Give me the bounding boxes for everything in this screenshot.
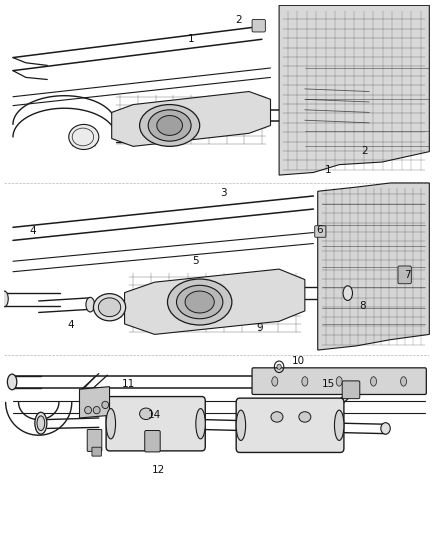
Ellipse shape: [335, 410, 344, 440]
Text: 1: 1: [188, 34, 194, 44]
Polygon shape: [318, 183, 429, 350]
Ellipse shape: [157, 116, 183, 135]
FancyBboxPatch shape: [315, 226, 326, 237]
Ellipse shape: [102, 401, 109, 409]
Ellipse shape: [85, 407, 92, 414]
Ellipse shape: [35, 412, 47, 434]
Ellipse shape: [336, 377, 342, 386]
Ellipse shape: [167, 279, 232, 325]
Ellipse shape: [177, 285, 223, 319]
Ellipse shape: [371, 377, 377, 386]
Text: 4: 4: [67, 320, 74, 330]
Ellipse shape: [93, 407, 100, 414]
Text: 15: 15: [322, 379, 335, 389]
Text: 5: 5: [192, 256, 199, 266]
Text: 9: 9: [257, 323, 263, 333]
Text: 11: 11: [122, 379, 135, 389]
Ellipse shape: [86, 297, 95, 312]
Ellipse shape: [277, 364, 281, 369]
Ellipse shape: [236, 410, 246, 440]
Ellipse shape: [272, 377, 278, 386]
Ellipse shape: [99, 298, 121, 317]
Ellipse shape: [196, 409, 205, 439]
Ellipse shape: [69, 124, 99, 149]
Text: 3: 3: [220, 188, 226, 198]
FancyBboxPatch shape: [252, 19, 265, 32]
FancyBboxPatch shape: [87, 430, 102, 451]
Text: 4: 4: [29, 226, 35, 236]
Ellipse shape: [93, 294, 126, 321]
Ellipse shape: [271, 411, 283, 422]
Ellipse shape: [381, 423, 390, 434]
Polygon shape: [112, 92, 271, 147]
Ellipse shape: [106, 409, 116, 439]
Ellipse shape: [148, 110, 191, 141]
Ellipse shape: [299, 411, 311, 422]
Ellipse shape: [302, 377, 308, 386]
Polygon shape: [79, 386, 110, 418]
FancyBboxPatch shape: [106, 397, 205, 451]
Text: 8: 8: [360, 301, 366, 311]
Ellipse shape: [140, 408, 152, 419]
Text: 7: 7: [404, 270, 410, 280]
Ellipse shape: [37, 416, 45, 431]
Text: 2: 2: [235, 15, 242, 25]
FancyBboxPatch shape: [342, 381, 360, 399]
FancyBboxPatch shape: [145, 431, 160, 452]
Ellipse shape: [185, 291, 214, 313]
FancyBboxPatch shape: [92, 447, 101, 456]
Text: 14: 14: [148, 410, 161, 421]
FancyBboxPatch shape: [398, 266, 411, 284]
Ellipse shape: [343, 286, 353, 301]
Text: 10: 10: [292, 356, 305, 366]
Text: 12: 12: [152, 465, 166, 475]
FancyBboxPatch shape: [236, 398, 344, 453]
Text: 2: 2: [362, 146, 368, 156]
Ellipse shape: [140, 104, 200, 147]
Polygon shape: [124, 269, 305, 334]
Ellipse shape: [0, 291, 8, 306]
Ellipse shape: [7, 374, 17, 390]
Ellipse shape: [401, 377, 406, 386]
Text: 6: 6: [317, 225, 323, 235]
FancyBboxPatch shape: [252, 368, 426, 394]
Polygon shape: [279, 5, 429, 175]
Text: 1: 1: [325, 165, 332, 175]
